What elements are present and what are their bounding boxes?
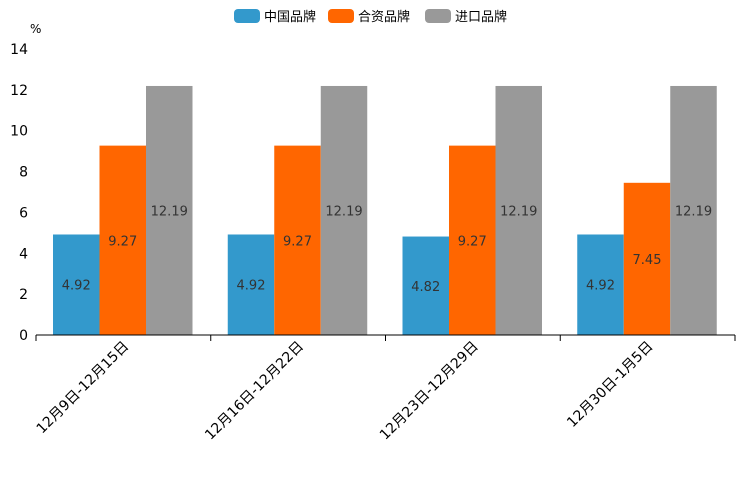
y-tick-label: 0	[19, 328, 28, 344]
data-label: 12.19	[500, 204, 537, 219]
legend-swatch[interactable]	[425, 9, 451, 23]
bar-3-3[interactable]	[495, 85, 543, 336]
x-axis: 12月9日-12月15日 12月16日-12月22日 12月23日-12月29日 12…	[34, 334, 736, 444]
bar-1-1[interactable]	[53, 234, 100, 335]
legend: 中国品牌 合资品牌 进口品牌	[234, 9, 507, 25]
y-tick-label: 12	[10, 83, 28, 99]
data-label: 12.19	[675, 204, 712, 219]
bar-1-2[interactable]	[227, 234, 275, 335]
data-label: 7.45	[633, 253, 662, 268]
legend-label[interactable]: 进口品牌	[455, 9, 507, 25]
legend-label[interactable]: 合资品牌	[358, 9, 410, 25]
bar-1-3[interactable]	[402, 236, 450, 335]
legend-swatch[interactable]	[328, 9, 354, 23]
x-category-label: 12月30日-1月5日	[564, 339, 656, 431]
y-axis-unit-label: %	[30, 22, 41, 36]
bar-2-2[interactable]	[274, 145, 321, 335]
x-category-label: 12月16日-12月22日	[202, 339, 307, 444]
y-tick-label: 14	[10, 42, 28, 58]
y-tick-label: 8	[19, 165, 28, 181]
data-label: 4.82	[411, 280, 440, 295]
bars: 4.92 4.92 4.82 4.92 9.27 9.27 9.27 7.45 12.19 12.…	[53, 85, 717, 336]
data-label: 9.27	[458, 234, 487, 249]
bar-3-1[interactable]	[146, 85, 193, 336]
data-label: 12.19	[325, 204, 362, 219]
data-label: 4.92	[237, 279, 266, 294]
legend-swatch[interactable]	[234, 9, 260, 23]
bar-2-4[interactable]	[623, 182, 671, 335]
y-tick-label: 10	[10, 124, 28, 140]
y-axis: 0 2 4 6 8 10 12 14	[10, 42, 28, 344]
y-tick-label: 4	[19, 246, 28, 262]
bar-3-4[interactable]	[670, 85, 717, 336]
data-label: 4.92	[62, 279, 91, 294]
bar-2-3[interactable]	[449, 145, 496, 335]
data-label: 4.92	[586, 279, 615, 294]
x-category-label: 12月9日-12月15日	[34, 339, 133, 438]
y-tick-label: 6	[19, 205, 28, 221]
bar-2-1[interactable]	[99, 145, 147, 335]
data-label: 9.27	[108, 234, 137, 249]
legend-label[interactable]: 中国品牌	[264, 9, 316, 25]
x-category-label: 12月23日-12月29日	[377, 339, 482, 444]
y-tick-label: 2	[19, 287, 28, 303]
data-label: 9.27	[283, 234, 312, 249]
data-label: 12.19	[151, 204, 188, 219]
bar-3-2[interactable]	[320, 85, 368, 336]
bar-1-4[interactable]	[577, 234, 624, 335]
